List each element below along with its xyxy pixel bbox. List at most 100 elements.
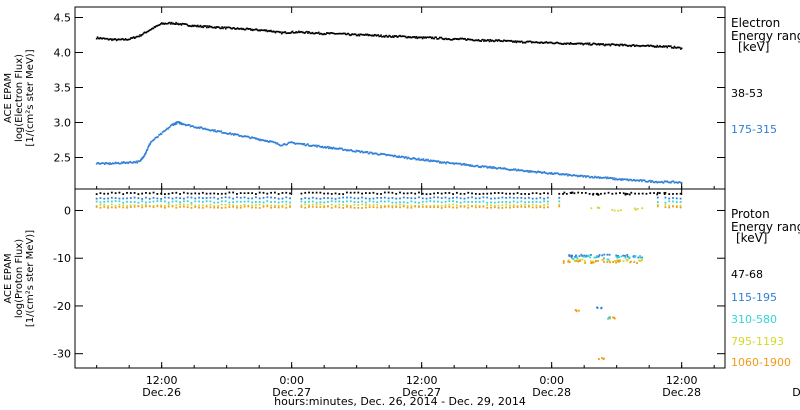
electron-data-point	[107, 162, 110, 165]
proton-data-point	[482, 205, 485, 208]
electron-data-point	[304, 32, 307, 34]
electron-data-point	[321, 33, 324, 36]
electron-data-point	[484, 40, 487, 42]
electron-data-point	[350, 34, 353, 36]
electron-data-point	[498, 167, 501, 169]
proton-data-point	[224, 206, 227, 209]
proton-data-point	[232, 204, 235, 207]
electron-data-point	[473, 165, 475, 168]
proton-data-point	[342, 203, 345, 206]
proton-data-point	[571, 191, 574, 194]
proton-data-point	[584, 192, 587, 194]
proton-data-point	[433, 196, 436, 199]
proton-data-point	[239, 200, 242, 203]
electron-data-point	[575, 174, 577, 177]
proton-data-point	[380, 206, 382, 209]
proton-data-point	[129, 206, 132, 209]
proton-data-point	[99, 206, 102, 209]
proton-data-point	[406, 206, 409, 209]
electron-data-point	[297, 31, 299, 34]
proton-data-point	[459, 197, 462, 200]
electron-data-point	[642, 44, 644, 47]
electron-data-point	[414, 37, 417, 39]
proton-data-point	[186, 192, 189, 195]
electron-data-point	[100, 37, 102, 40]
proton-data-point	[452, 203, 454, 206]
electron-data-point	[488, 166, 491, 169]
electron-data-point	[472, 165, 474, 168]
electron-data-point	[514, 40, 517, 42]
electron-data-point	[512, 168, 515, 171]
proton-data-point	[611, 208, 614, 211]
electron-data-point	[411, 36, 414, 38]
electron-data-point	[600, 177, 603, 179]
electron-data-point	[578, 42, 581, 45]
proton-data-point	[634, 255, 637, 257]
proton-data-point	[546, 192, 549, 195]
electron-data-point	[231, 27, 233, 30]
proton-data-point	[129, 201, 132, 203]
proton-data-point	[122, 201, 125, 204]
proton-data-point	[437, 196, 439, 199]
electron-data-point	[630, 45, 632, 48]
electron-data-point	[110, 38, 112, 40]
electron-data-point	[512, 41, 514, 43]
electron-data-point	[423, 36, 426, 39]
electron-data-point	[401, 35, 404, 37]
electron-data-point	[165, 128, 167, 131]
electron-data-point	[205, 128, 207, 131]
electron-data-point	[119, 38, 121, 41]
proton-data-point	[586, 255, 589, 258]
proton-data-point	[578, 255, 581, 258]
proton-data-point	[281, 197, 284, 200]
proton-data-point	[601, 254, 604, 257]
proton-data-point	[606, 258, 609, 261]
electron-data-point	[460, 164, 463, 166]
proton-data-point	[129, 204, 132, 207]
electron-data-point	[324, 33, 326, 36]
electron-data-point	[250, 137, 252, 139]
proton-data-point	[353, 197, 356, 200]
electron-data-point	[325, 33, 327, 35]
electron-data-point	[425, 158, 427, 161]
electron-data-point	[288, 32, 290, 34]
electron-data-point	[174, 122, 177, 125]
electron-data-point	[510, 168, 512, 171]
electron-data-point	[146, 149, 149, 151]
proton-data-point	[402, 205, 405, 208]
electron-data-point	[442, 161, 445, 164]
proton-data-point	[658, 192, 661, 194]
electron-data-point	[356, 34, 359, 37]
proton-data-point	[304, 201, 307, 204]
electron-data-point	[125, 161, 128, 164]
electron-data-point	[167, 22, 169, 25]
electron-data-point	[568, 42, 570, 45]
electron-data-point	[202, 128, 204, 130]
electron-data-point	[341, 147, 344, 150]
electron-data-point	[130, 161, 132, 164]
proton-data-point	[418, 191, 420, 194]
proton-data-point	[577, 191, 580, 194]
electron-data-point	[679, 48, 682, 50]
electron-data-point	[563, 42, 566, 45]
electron-data-point	[308, 31, 311, 34]
proton-data-point	[512, 192, 515, 195]
electron-data-point	[310, 145, 313, 147]
electron-data-point	[370, 151, 372, 154]
proton-data-point	[581, 255, 584, 257]
proton-data-point	[664, 201, 667, 204]
electron-data-point	[453, 38, 455, 41]
electron-data-point	[419, 159, 421, 161]
proton-data-point	[122, 197, 125, 200]
electron-data-point	[347, 32, 350, 35]
proton-data-point	[110, 206, 113, 209]
electron-data-point	[588, 42, 591, 45]
proton-data-point	[520, 196, 523, 199]
proton-data-point	[380, 193, 382, 195]
proton-data-point	[380, 200, 382, 203]
electron-data-point	[642, 45, 645, 47]
proton-data-point	[129, 197, 132, 199]
proton-data-point	[437, 204, 439, 207]
electron-data-point	[124, 162, 127, 165]
proton-data-point	[107, 205, 109, 207]
